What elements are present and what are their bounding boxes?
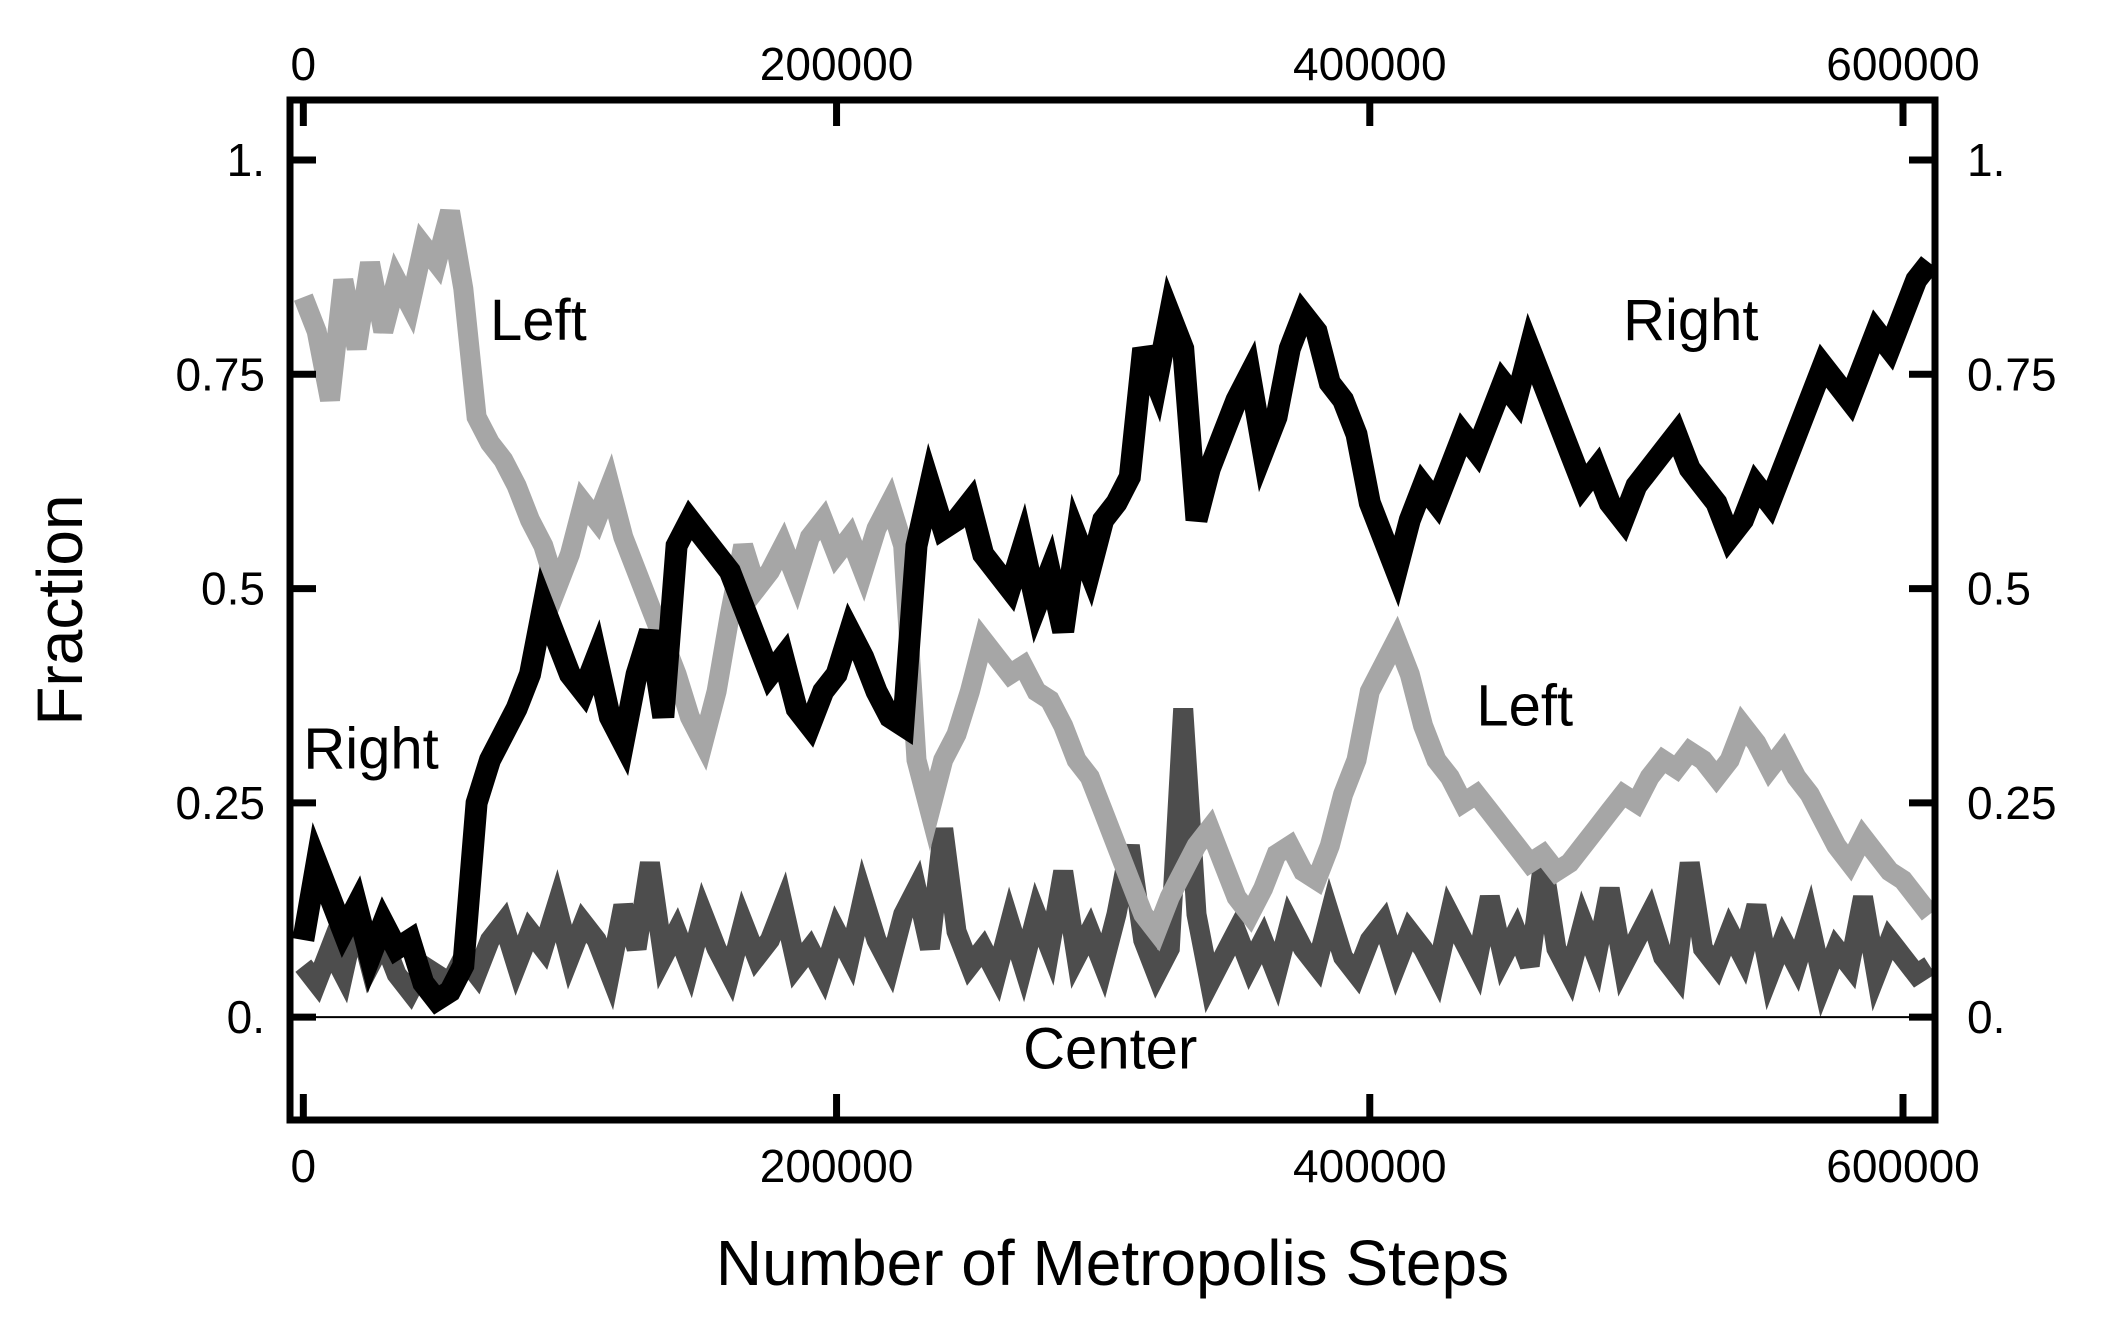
series-annotation-left: Left <box>490 288 587 353</box>
y-tick-label-right: 0.75 <box>1967 348 2057 400</box>
plot-frame <box>286 96 1939 1124</box>
y-tick-label-left: 0.5 <box>201 563 265 615</box>
series-layer <box>292 208 1939 1018</box>
x-axis-title: Number of Metropolis Steps <box>716 1227 1509 1299</box>
y-tick-label-right: 0.5 <box>1967 563 2031 615</box>
y-tick-label-left: 0.25 <box>175 777 265 829</box>
x-tick-label-top: 400000 <box>1293 38 1447 90</box>
y-tick-label-left: 0.75 <box>175 348 265 400</box>
y-tick-label-left: 1. <box>227 134 265 186</box>
tick-layer: 0 0 200000 200000 400000 400000 600000 600000 0.… <box>175 38 2056 1192</box>
series-annotation-right: Right <box>303 717 438 782</box>
series-annotation-right: Right <box>1623 288 1758 353</box>
series-annotation-center: Center <box>1023 1017 1197 1082</box>
x-tick-label-top: 200000 <box>760 38 914 90</box>
x-tick-label-bottom: 400000 <box>1293 1140 1447 1192</box>
x-tick-label-bottom: 200000 <box>760 1140 914 1192</box>
x-tick-label-top: 0 <box>291 38 317 90</box>
annotation-layer: Left Left Right Right Center <box>303 288 1758 1082</box>
series-line-left <box>293 208 1938 952</box>
x-tick-label-bottom: 600000 <box>1826 1140 1980 1192</box>
series-annotation-left: Left <box>1476 674 1573 739</box>
y-tick-label-right: 1. <box>1967 134 2005 186</box>
series-line-center <box>295 707 1936 1018</box>
x-tick-label-bottom: 0 <box>291 1140 317 1192</box>
series-line-right <box>292 256 1939 1015</box>
y-tick-label-right: 0.25 <box>1967 777 2057 829</box>
y-axis-title: Fraction <box>24 494 96 725</box>
x-tick-label-top: 600000 <box>1826 38 1980 90</box>
y-tick-label-left: 0. <box>227 991 265 1043</box>
y-tick-label-right: 0. <box>1967 991 2005 1043</box>
